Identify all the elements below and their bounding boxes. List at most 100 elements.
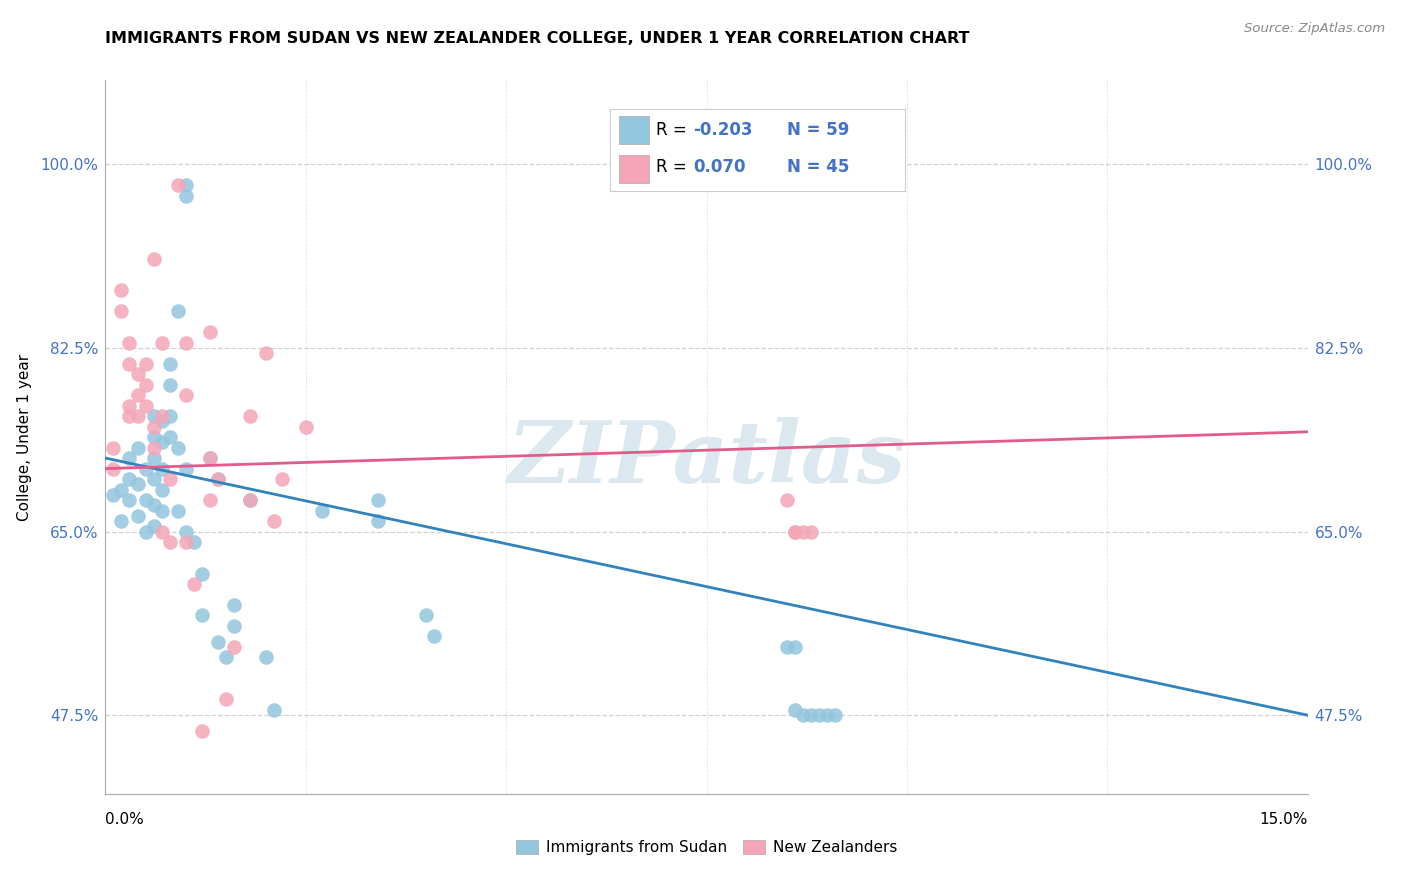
Point bbox=[792, 524, 814, 539]
Point bbox=[214, 650, 236, 665]
Point bbox=[198, 493, 221, 508]
Text: N = 45: N = 45 bbox=[787, 159, 849, 177]
Point bbox=[127, 508, 149, 523]
Point bbox=[110, 283, 132, 297]
Point bbox=[222, 640, 245, 654]
Point bbox=[174, 188, 197, 202]
Point bbox=[174, 178, 197, 193]
Y-axis label: College, Under 1 year: College, Under 1 year bbox=[17, 353, 32, 521]
Point bbox=[142, 430, 165, 444]
Point bbox=[367, 493, 389, 508]
Point bbox=[127, 441, 149, 455]
Point bbox=[776, 493, 799, 508]
Point bbox=[103, 441, 125, 455]
Point bbox=[222, 619, 245, 633]
Point bbox=[142, 498, 165, 512]
Point bbox=[142, 519, 165, 533]
Point bbox=[222, 598, 245, 612]
Point bbox=[110, 304, 132, 318]
Point bbox=[135, 399, 157, 413]
Point bbox=[239, 493, 262, 508]
Point bbox=[127, 477, 149, 491]
Point bbox=[118, 451, 141, 466]
Point bbox=[159, 430, 181, 444]
Text: R =: R = bbox=[657, 120, 692, 139]
Point bbox=[142, 451, 165, 466]
Point bbox=[135, 461, 157, 475]
Point bbox=[159, 377, 181, 392]
Point bbox=[166, 304, 188, 318]
Point bbox=[800, 708, 823, 723]
Point bbox=[239, 409, 262, 423]
Point bbox=[295, 419, 318, 434]
Point bbox=[110, 483, 132, 497]
Point bbox=[150, 435, 173, 450]
Text: N = 59: N = 59 bbox=[787, 120, 849, 139]
Point bbox=[174, 524, 197, 539]
Point bbox=[174, 461, 197, 475]
Point bbox=[166, 503, 188, 517]
Point bbox=[150, 524, 173, 539]
Point bbox=[150, 483, 173, 497]
Point bbox=[135, 493, 157, 508]
Point bbox=[142, 419, 165, 434]
Point bbox=[150, 414, 173, 428]
Point bbox=[118, 409, 141, 423]
Point bbox=[174, 388, 197, 402]
Point bbox=[198, 325, 221, 339]
Point bbox=[800, 524, 823, 539]
Text: 0.070: 0.070 bbox=[693, 159, 745, 177]
Point bbox=[118, 357, 141, 371]
Point bbox=[190, 566, 212, 581]
Text: IMMIGRANTS FROM SUDAN VS NEW ZEALANDER COLLEGE, UNDER 1 YEAR CORRELATION CHART: IMMIGRANTS FROM SUDAN VS NEW ZEALANDER C… bbox=[105, 31, 970, 46]
Point bbox=[135, 357, 157, 371]
Point bbox=[142, 409, 165, 423]
Point bbox=[159, 535, 181, 549]
Point bbox=[159, 472, 181, 486]
Point bbox=[783, 524, 806, 539]
Point bbox=[127, 367, 149, 381]
Point bbox=[807, 708, 830, 723]
Point bbox=[776, 640, 799, 654]
Point bbox=[198, 451, 221, 466]
Point bbox=[367, 514, 389, 528]
Point bbox=[792, 708, 814, 723]
Bar bbox=[619, 155, 648, 183]
Point bbox=[311, 503, 333, 517]
Point bbox=[270, 472, 292, 486]
Point bbox=[118, 335, 141, 350]
Point bbox=[127, 409, 149, 423]
Point bbox=[190, 723, 212, 738]
Text: R =: R = bbox=[657, 159, 697, 177]
Point bbox=[166, 178, 188, 193]
Point bbox=[166, 441, 188, 455]
Point bbox=[190, 608, 212, 623]
Point bbox=[135, 377, 157, 392]
Point bbox=[198, 451, 221, 466]
Point bbox=[815, 708, 838, 723]
Point bbox=[118, 399, 141, 413]
Legend: Immigrants from Sudan, New Zealanders: Immigrants from Sudan, New Zealanders bbox=[509, 834, 904, 861]
Point bbox=[150, 335, 173, 350]
Point bbox=[415, 608, 437, 623]
Point bbox=[263, 703, 285, 717]
Point bbox=[423, 630, 446, 644]
Point bbox=[150, 503, 173, 517]
Text: ZIPatlas: ZIPatlas bbox=[508, 417, 905, 500]
Point bbox=[783, 703, 806, 717]
Point bbox=[263, 514, 285, 528]
Text: 0.0%: 0.0% bbox=[105, 812, 145, 827]
Text: Source: ZipAtlas.com: Source: ZipAtlas.com bbox=[1244, 22, 1385, 36]
Point bbox=[254, 650, 277, 665]
Point bbox=[214, 692, 236, 706]
Point bbox=[150, 409, 173, 423]
Point bbox=[127, 388, 149, 402]
Point bbox=[142, 252, 165, 266]
Point bbox=[103, 488, 125, 502]
Point bbox=[183, 535, 205, 549]
Point bbox=[142, 472, 165, 486]
Point bbox=[254, 346, 277, 360]
Point bbox=[118, 493, 141, 508]
Point bbox=[110, 514, 132, 528]
Point bbox=[183, 577, 205, 591]
